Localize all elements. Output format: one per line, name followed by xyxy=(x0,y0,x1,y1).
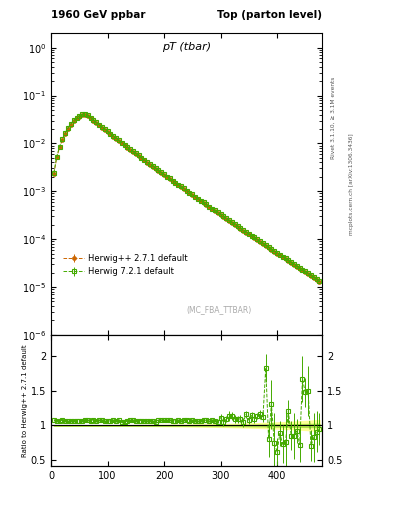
Text: 1960 GeV ppbar: 1960 GeV ppbar xyxy=(51,10,145,20)
Text: Top (parton level): Top (parton level) xyxy=(217,10,322,20)
Legend: Herwig++ 2.7.1 default, Herwig 7.2.1 default: Herwig++ 2.7.1 default, Herwig 7.2.1 def… xyxy=(63,254,188,276)
Text: (MC_FBA_TTBAR): (MC_FBA_TTBAR) xyxy=(187,305,252,314)
Text: pT (tbar): pT (tbar) xyxy=(162,42,211,52)
Text: mcplots.cern.ch [arXiv:1306.3436]: mcplots.cern.ch [arXiv:1306.3436] xyxy=(349,133,354,235)
Y-axis label: Ratio to Herwig++ 2.7.1 default: Ratio to Herwig++ 2.7.1 default xyxy=(22,344,28,457)
Text: Rivet 3.1.10, ≥ 3.1M events: Rivet 3.1.10, ≥ 3.1M events xyxy=(331,76,335,159)
